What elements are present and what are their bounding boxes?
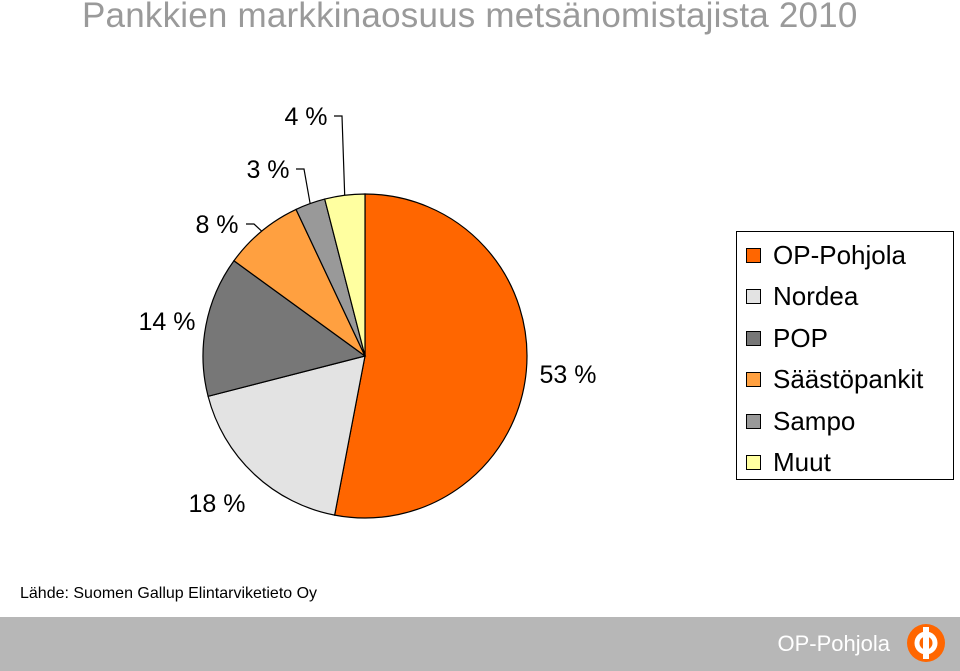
leader-line-s-st-pankit [246, 223, 263, 232]
legend-swatch [746, 330, 761, 346]
legend-item-muut: Muut [746, 444, 831, 482]
op-logo-icon [907, 624, 945, 662]
legend-item-op-pohjola: OP-Pohjola [746, 236, 906, 274]
pie-slice-nordea [207, 355, 366, 516]
legend-label: POP [773, 322, 828, 353]
legend-swatch [746, 372, 761, 387]
leader-line-muut [334, 115, 346, 196]
footer-bar: OP-Pohjola [0, 617, 960, 671]
slice-label-pop: 14 % [139, 308, 196, 336]
chart-title: Pankkien markkinaosuus metsänomistajista… [82, 0, 858, 35]
source-note: Lähde: Suomen Gallup Elintarviketieto Oy [20, 585, 318, 602]
slice-label-nordea: 18 % [189, 490, 246, 518]
pie-slice-muut [323, 193, 366, 357]
slice-label-op-pohjola: 53 % [540, 361, 597, 389]
legend-label: Nordea [773, 281, 859, 311]
legend-label: Sampo [773, 405, 856, 436]
pie-slices [202, 193, 528, 519]
pie-slice-pop [202, 259, 367, 398]
pie-chart: 53 % 18 % 14 % 8 % 3 % 4 % [139, 103, 597, 519]
legend-item-s-st-pankit: Säästöpankit [746, 361, 923, 399]
legend-swatch [746, 289, 761, 304]
slice-label-sampo: 3 % [246, 156, 289, 184]
legend-item-sampo: Sampo [746, 402, 855, 440]
legend-label: Muut [773, 447, 831, 477]
slice-label-s-st-pankit: 8 % [195, 211, 238, 239]
legend-swatch [746, 247, 761, 263]
legend-label: OP-Pohjola [773, 239, 906, 270]
slice-label-muut: 4 % [284, 103, 327, 131]
legend-item-nordea: Nordea [746, 278, 858, 316]
legend-swatch [746, 455, 761, 470]
leader-line-sampo [296, 168, 311, 204]
leader-lines [246, 115, 346, 232]
slice-labels: 53 % 18 % 14 % 8 % 3 % 4 % [139, 103, 597, 518]
legend: OP-Pohjola Nordea POP Säästöpankit Sampo Muut [736, 231, 954, 480]
footer-brand-text: OP-Pohjola [777, 631, 890, 656]
legend-swatch [746, 413, 761, 429]
legend-label: Säästöpankit [773, 364, 924, 394]
legend-item-pop: POP [746, 319, 828, 357]
pie-slice-op-pohjola [333, 193, 528, 519]
